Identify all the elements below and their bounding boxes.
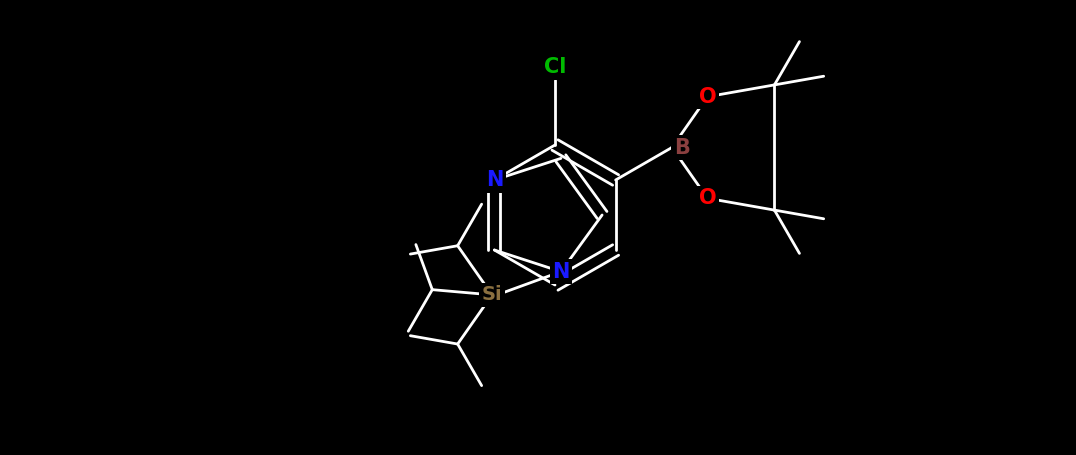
Text: N: N (485, 170, 504, 190)
Text: O: O (698, 87, 717, 107)
Text: N: N (552, 262, 569, 282)
Text: B: B (674, 137, 690, 157)
Text: Si: Si (482, 285, 502, 304)
Text: Cl: Cl (543, 57, 566, 77)
Text: O: O (698, 188, 717, 208)
